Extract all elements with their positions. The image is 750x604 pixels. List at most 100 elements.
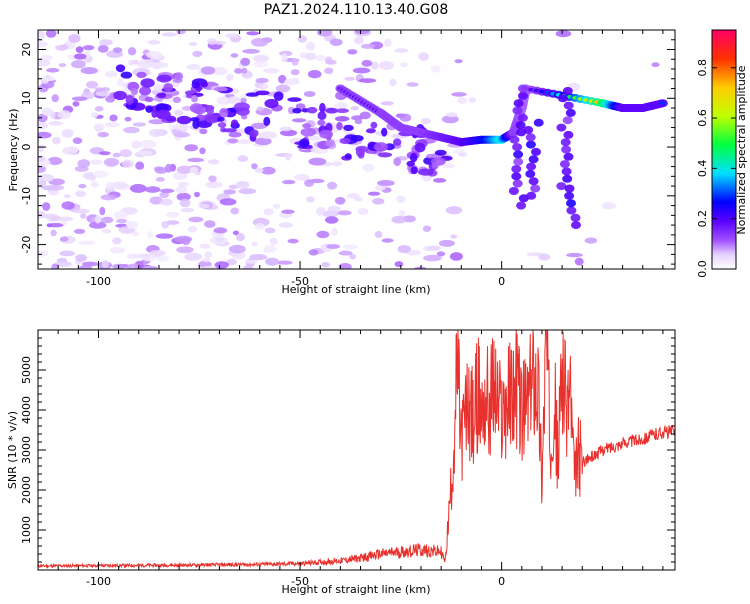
heatmap-cell [290, 77, 300, 83]
heatmap-cell [365, 128, 376, 134]
heatmap-cell [304, 52, 317, 61]
colorbar: 0.0 0.2 0.4 0.6 0.8 Normalized spectral ampl… [696, 29, 748, 278]
heatmap-cell [204, 251, 212, 259]
heatmap-cell [240, 97, 247, 104]
heatmap-cell [123, 126, 140, 134]
heatmap-cell [131, 140, 141, 149]
heatmap-cell [561, 167, 572, 176]
heatmap-cell [292, 107, 302, 114]
heatmap-cell [561, 145, 572, 154]
heatmap-cell [235, 180, 250, 189]
colorbar-tick-label: 0.4 [696, 160, 709, 178]
heatmap-cell [99, 206, 106, 216]
heatmap-cell [186, 64, 201, 70]
heatmap-cell [115, 64, 126, 73]
heatmap-cell [525, 140, 536, 149]
heatmap-cell [281, 209, 295, 214]
heatmap-cell [251, 38, 268, 47]
heatmap-cell [47, 223, 64, 228]
heatmap-cell [329, 38, 343, 46]
heatmap-cell [246, 31, 260, 36]
heatmap-cell [207, 159, 220, 165]
heatmap-cell [137, 59, 155, 69]
heatmap-cell [564, 184, 575, 193]
heatmap-cell [72, 208, 90, 214]
heatmap-cell [269, 237, 278, 246]
heatmap-cell [86, 81, 98, 89]
heatmap-cell [372, 198, 385, 205]
heatmap-cell [205, 114, 219, 124]
heatmap-cell [219, 198, 237, 206]
heatmap-cell [95, 90, 111, 97]
heatmap-cell [130, 88, 138, 96]
heatmap-cell [136, 71, 147, 79]
heatmap-cell [513, 150, 524, 159]
heatmap-cell [299, 138, 310, 148]
heatmap-cell [327, 205, 341, 212]
heatmap-cell [142, 265, 154, 269]
heatmap-cell [206, 106, 214, 116]
heatmap-cell [515, 121, 526, 130]
heatmap-cell [75, 46, 84, 53]
heatmap-cell [291, 118, 307, 123]
heatmap-cell [130, 183, 147, 193]
heatmap-cell [509, 135, 520, 144]
heatmap-cell [264, 98, 279, 109]
heatmap-cell [61, 129, 74, 138]
heatmap-cell [287, 238, 299, 244]
heatmap-cell [74, 228, 86, 234]
spectrogram-xlabel: Height of straight line (km) [281, 283, 430, 296]
heatmap-cell [354, 197, 363, 202]
heatmap-cell [180, 207, 195, 213]
heatmap-cell [258, 131, 277, 139]
heatmap-cell [173, 123, 190, 131]
heatmap-cell [38, 59, 51, 67]
heatmap-cell [97, 44, 109, 53]
heatmap-cell [42, 202, 51, 211]
heatmap-cell [374, 230, 383, 239]
heatmap-cell [468, 97, 476, 103]
heatmap-cell [189, 166, 199, 174]
heatmap-cell [528, 155, 539, 164]
heatmap-cell [223, 189, 237, 195]
heatmap-cell [253, 54, 269, 63]
heatmap-cell [275, 84, 291, 93]
heatmap-cell [526, 191, 537, 200]
heatmap-cell [398, 210, 406, 217]
colorbar-ticks: 0.0 0.2 0.4 0.6 0.8 [696, 59, 736, 278]
heatmap-cell [111, 181, 128, 190]
heatmap-cell [304, 179, 315, 187]
heatmap-cell [46, 68, 60, 73]
heatmap-cell [127, 47, 137, 56]
heatmap-cell [156, 255, 170, 262]
heatmap-cell [349, 253, 357, 260]
heatmap-cell [308, 249, 319, 256]
heatmap-cell [350, 135, 364, 142]
heatmap-cell [564, 191, 575, 200]
heatmap-cell [113, 90, 127, 101]
heatmap-cell [389, 78, 397, 87]
heatmap-cell [147, 40, 161, 45]
heatmap-cell [140, 78, 155, 88]
heatmap-cell [511, 172, 522, 181]
heatmap-cell [109, 247, 126, 254]
heatmap-cell [220, 112, 228, 117]
heatmap-cell [71, 96, 88, 102]
heatmap-cell [192, 50, 203, 58]
heatmap-cell [263, 244, 277, 253]
heatmap-cell [344, 76, 356, 81]
heatmap-cell [90, 112, 99, 118]
heatmap-cell [406, 160, 415, 167]
heatmap-cell [38, 37, 44, 45]
heatmap-cell [325, 107, 339, 114]
heatmap-cell [584, 237, 598, 244]
heatmap-cell [319, 129, 333, 139]
heatmap-cell [426, 153, 436, 159]
heatmap-cell [339, 137, 351, 144]
heatmap-cell [90, 159, 103, 165]
heatmap-cell [255, 77, 269, 84]
y-tick-label: 20 [20, 43, 33, 57]
heatmap-cell [105, 122, 120, 128]
